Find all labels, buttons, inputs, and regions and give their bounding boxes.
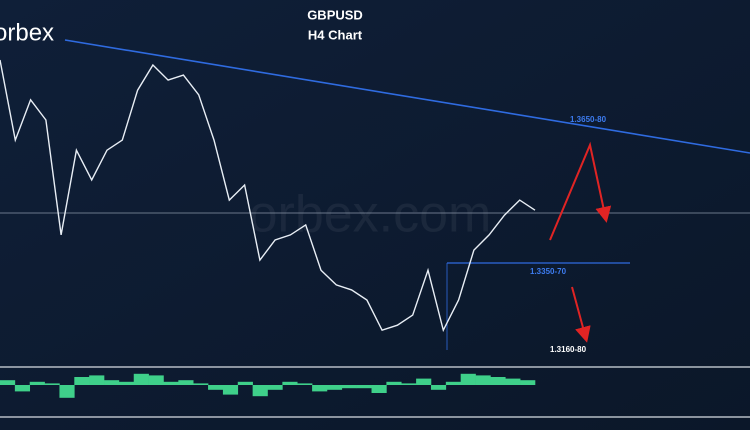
- oscillator-bar: [0, 380, 16, 385]
- oscillator-bar: [74, 377, 90, 385]
- oscillator-bar: [148, 375, 164, 385]
- trend-line: [64, 39, 750, 154]
- oscillator-bar: [430, 385, 447, 390]
- oscillator-bar: [356, 385, 372, 389]
- oscillator-bar: [267, 385, 283, 390]
- watermark: orbex.com: [249, 186, 492, 244]
- oscillator-bar: [133, 373, 149, 385]
- oscillator-bar: [29, 381, 45, 385]
- oscillator-bar: [222, 385, 239, 395]
- oscillator-bar: [312, 385, 328, 392]
- oscillator-bar: [178, 380, 194, 385]
- oscillator-bar: [401, 383, 417, 385]
- level-label: 1.3160-80: [550, 345, 587, 354]
- oscillator-bar: [475, 375, 491, 385]
- oscillator-bar: [341, 385, 357, 389]
- scenario-arrow: [549, 141, 612, 241]
- oscillator-bar: [193, 383, 209, 385]
- oscillator-bar: [252, 385, 268, 397]
- oscillator-bar: [520, 380, 536, 385]
- oscillator-bar: [326, 385, 343, 390]
- oscillator-bar: [416, 378, 432, 385]
- oscillator-bar: [104, 380, 120, 385]
- chart-subtitle: H4 Chart: [308, 27, 363, 42]
- oscillator-bar: [386, 381, 402, 385]
- oscillator-bar: [490, 377, 506, 385]
- oscillator-bar: [237, 381, 253, 385]
- oscillator-bar: [59, 385, 75, 398]
- oscillator-bar: [89, 375, 105, 385]
- chart-title: GBPUSD: [307, 7, 363, 22]
- price-line: [0, 59, 536, 333]
- oscillator-bar: [371, 385, 387, 393]
- oscillator-bar: [163, 381, 179, 385]
- oscillator-bar: [14, 385, 31, 392]
- level-label: 1.3350-70: [530, 267, 567, 276]
- level-label: 1.3650-80: [570, 115, 607, 124]
- oscillator-bar: [445, 381, 461, 385]
- oscillator-bar: [208, 385, 224, 390]
- oscillator-bar: [460, 373, 476, 385]
- scenario-arrow: [571, 286, 591, 343]
- oscillator-bar: [297, 383, 313, 385]
- oscillator-bar: [118, 381, 135, 385]
- oscillator-bar: [282, 381, 298, 385]
- logo: orbex: [0, 19, 54, 46]
- oscillator-bar: [44, 383, 60, 385]
- oscillator-bar: [505, 378, 521, 385]
